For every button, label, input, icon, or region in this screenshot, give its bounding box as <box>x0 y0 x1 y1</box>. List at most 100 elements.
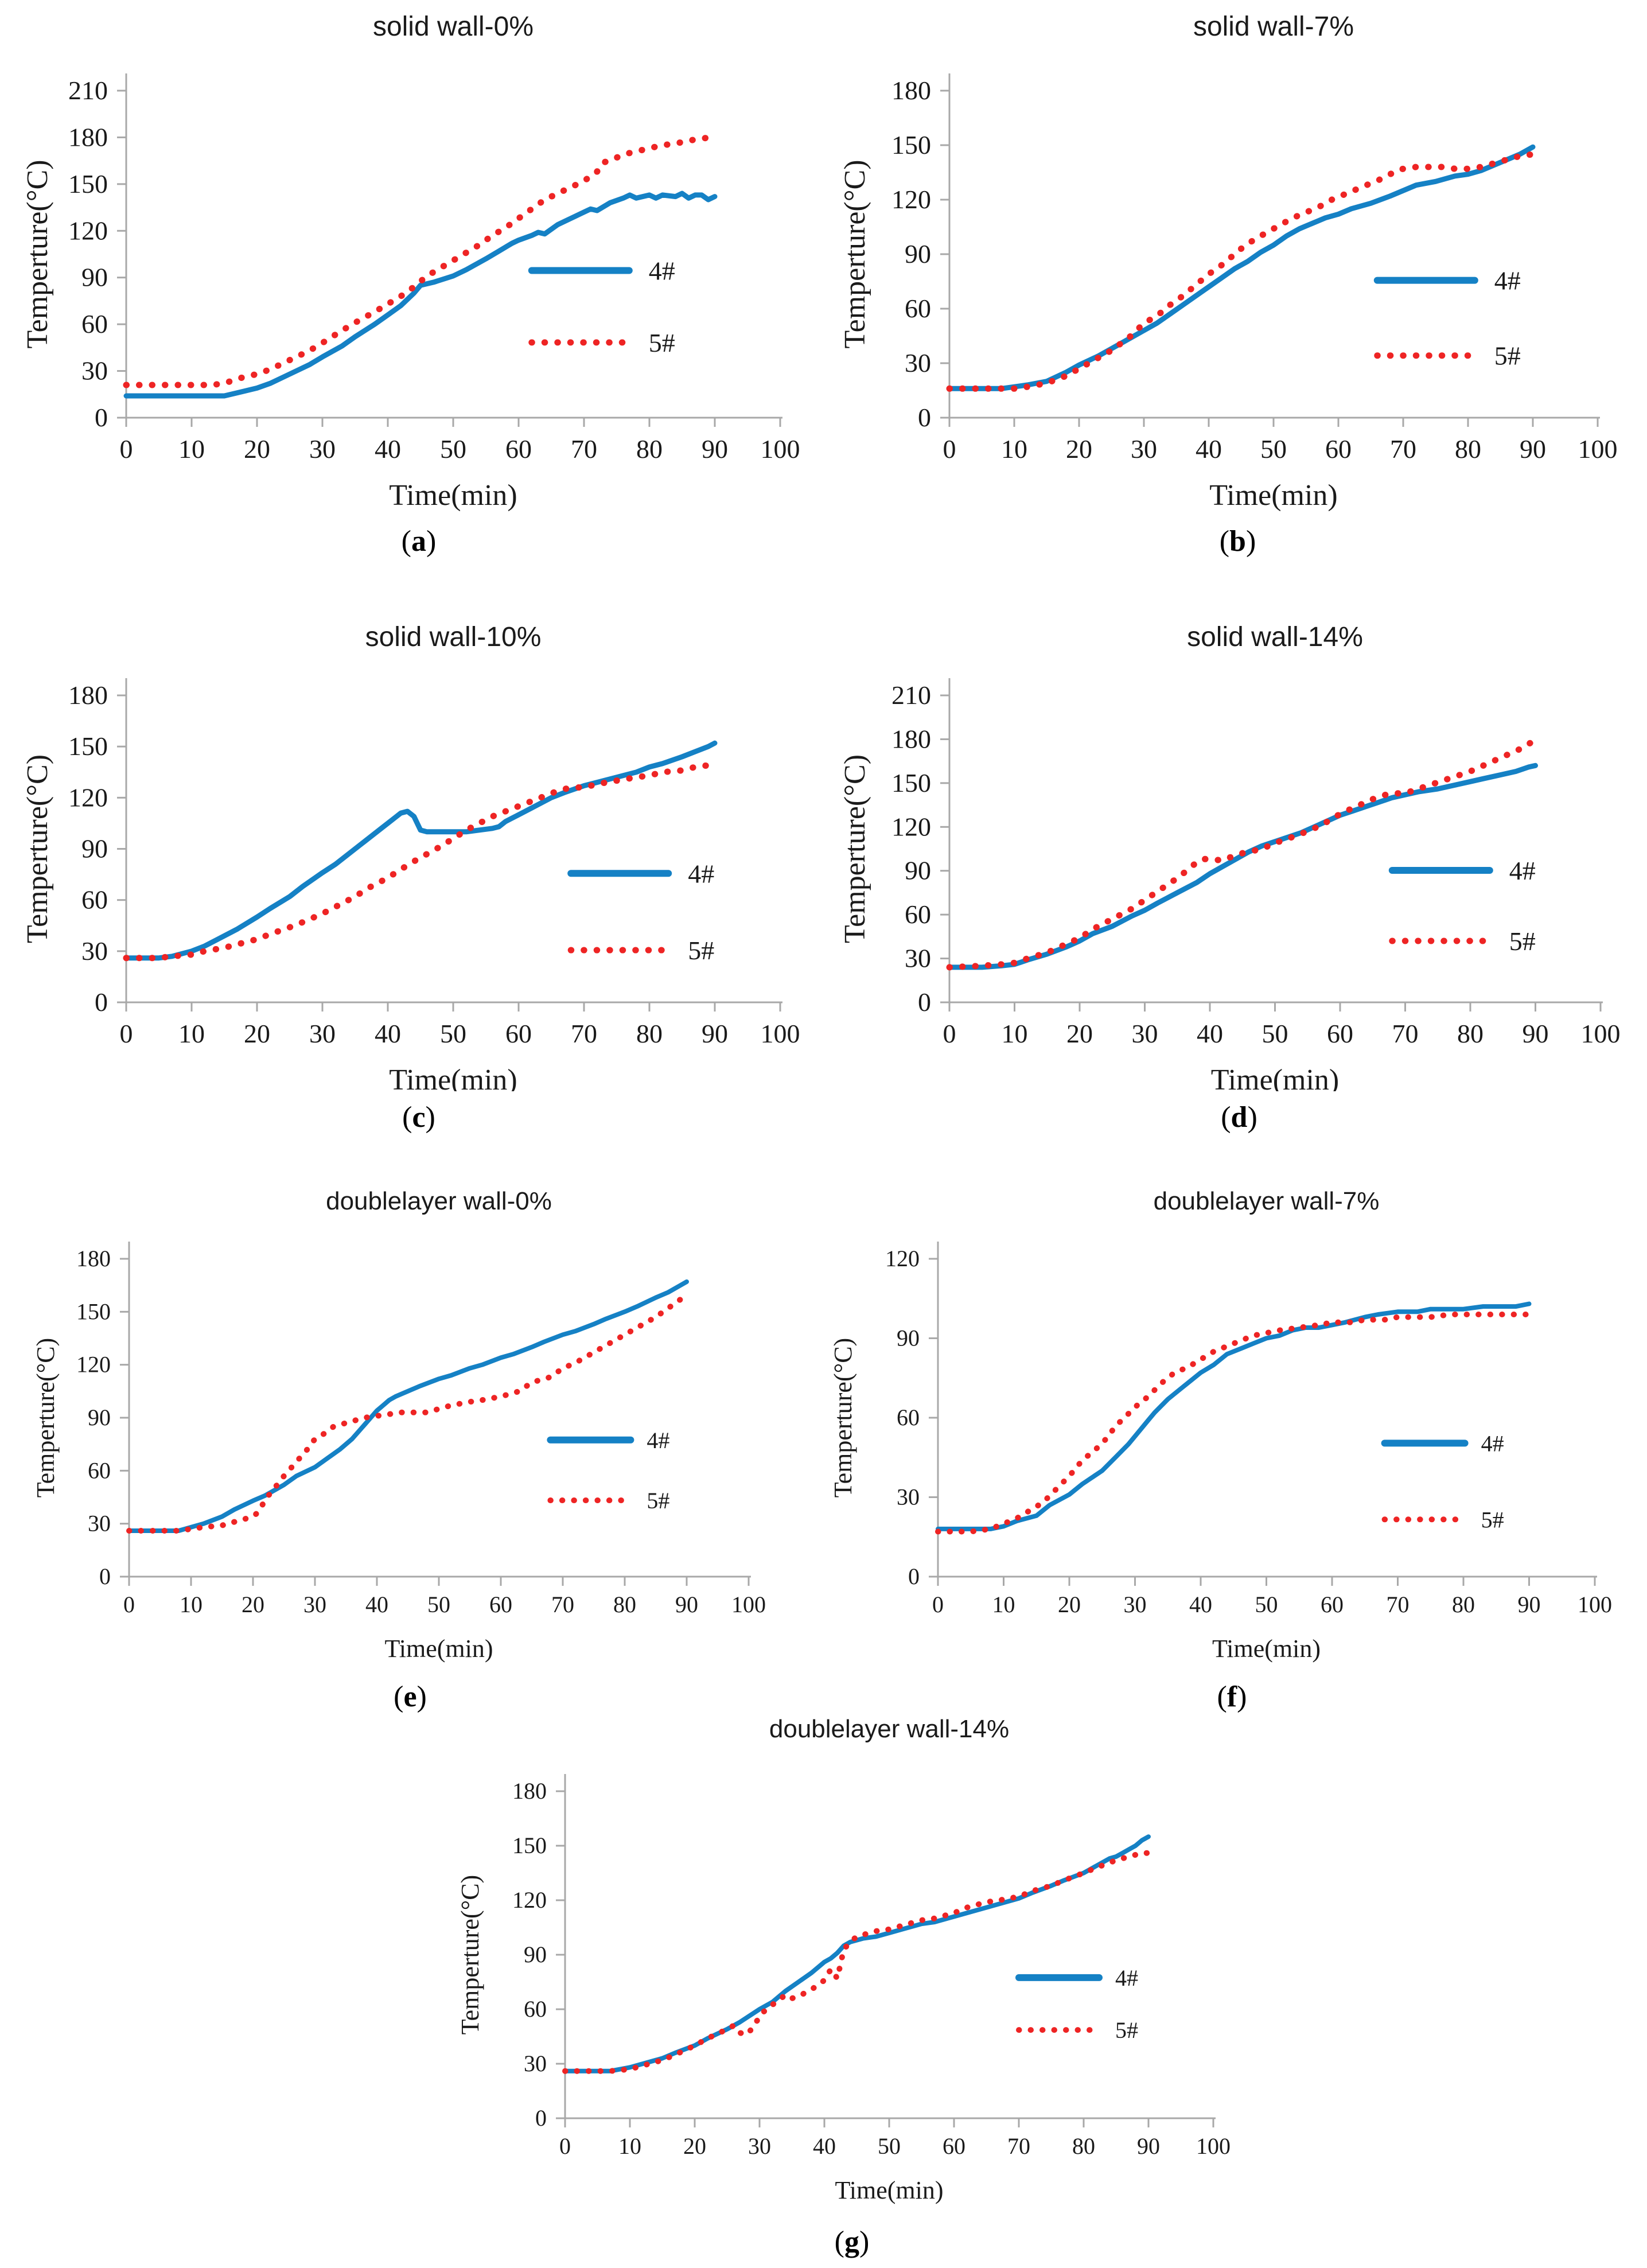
x-tick-label: 0 <box>120 1019 133 1048</box>
axes <box>125 73 782 419</box>
x-tick-label: 80 <box>636 434 663 464</box>
series-4-line <box>123 190 718 399</box>
x-tick-label: 60 <box>1321 1592 1344 1617</box>
y-tick-label: 60 <box>88 1457 111 1483</box>
legend-5-label: 5# <box>1115 2017 1138 2043</box>
y-tick-label: 30 <box>897 1484 920 1510</box>
legend-5-label: 5# <box>649 328 675 357</box>
x-axis-label: Time(min) <box>389 1064 517 1091</box>
chart-solid-wall-14pct: 0 30 60 90 120 150 180 210 0 10 20 30 40 50 60 70 80 90 10… <box>835 615 1644 1134</box>
x-axis-label: Time(min) <box>384 1635 493 1663</box>
caption-letter: a <box>411 525 426 558</box>
chart-g-canvas: 0 30 60 90 120 150 180 0 10 20 30 40 50 60 70 80 90 100 do… <box>456 1715 1231 2204</box>
caption-paren-open: ( <box>1217 1680 1227 1713</box>
caption-paren-open: ( <box>394 1680 404 1713</box>
legend-4-label: 4# <box>649 256 675 286</box>
chart-title: solid wall-0% <box>373 11 534 42</box>
x-tick-label: 40 <box>813 2133 836 2159</box>
x-tick-label: 50 <box>878 2133 901 2159</box>
x-tick-label: 100 <box>1581 1019 1621 1048</box>
x-tick-label: 20 <box>683 2133 706 2159</box>
subfigure-caption-a: (a) <box>17 524 820 558</box>
chart-e-canvas: 0 30 60 90 120 150 180 0 10 20 30 40 50 60 70 80 90 100 do… <box>32 1187 766 1663</box>
x-tick-label: 20 <box>1066 434 1092 464</box>
x-tick-label: 20 <box>244 1019 270 1048</box>
caption-letter: c <box>412 1101 426 1134</box>
x-tick-label: 0 <box>123 1592 135 1617</box>
x-tick-label: 10 <box>178 434 205 464</box>
x-tick-label: 50 <box>440 1019 466 1048</box>
caption-letter: g <box>844 2226 859 2258</box>
x-axis-label: Time(min) <box>1209 479 1337 512</box>
subfigure-caption-b: (b) <box>835 524 1641 558</box>
y-tick-label: 60 <box>897 1405 920 1430</box>
x-tick-label: 40 <box>375 434 401 464</box>
x-tick-label: 70 <box>1392 1019 1419 1048</box>
y-tick-label: 120 <box>891 812 931 841</box>
caption-paren-close: ) <box>1237 1680 1247 1713</box>
y-tick-label: 90 <box>524 1942 547 1967</box>
x-tick-label: 30 <box>303 1592 326 1617</box>
x-tick-label: 70 <box>571 1019 597 1048</box>
x-tick-label: 50 <box>1255 1592 1278 1617</box>
x-tick-label: 70 <box>1387 1592 1410 1617</box>
chart-solid-wall-10pct: 0 30 60 90 120 150 180 0 10 20 30 40 50 60 70 80 90 100 so… <box>17 615 820 1134</box>
x-tick-label: 10 <box>178 1019 205 1048</box>
x-tick-label: 90 <box>1520 434 1546 464</box>
subfigure-caption-d: (d) <box>835 1100 1644 1134</box>
series-4-line <box>127 1279 689 1533</box>
x-tick-label: 50 <box>1260 434 1287 464</box>
series-5-line <box>935 1312 1532 1535</box>
legend-5-label: 5# <box>1494 341 1521 371</box>
legend-4-label: 4# <box>1481 1430 1504 1456</box>
x-tick-label: 80 <box>1452 1592 1475 1617</box>
x-tick-label: 80 <box>1455 434 1481 464</box>
y-tick-label: 60 <box>81 309 108 339</box>
legend-4-label: 4# <box>1509 856 1536 885</box>
series-4-line <box>947 763 1538 970</box>
y-tick-label: 150 <box>76 1298 111 1324</box>
caption-paren-close: ) <box>1245 525 1256 558</box>
y-tick-label: 180 <box>76 1246 111 1271</box>
axes <box>125 678 782 1003</box>
x-axis-label: Time(min) <box>1212 1635 1321 1663</box>
x-tick-label: 70 <box>1007 2133 1030 2159</box>
legend-5-label: 5# <box>688 936 714 965</box>
caption-letter: b <box>1229 525 1246 558</box>
x-tick-label: 100 <box>761 434 800 464</box>
subfigure-caption-g: (g) <box>453 2225 1251 2259</box>
chart-title: doublelayer wall-0% <box>326 1187 552 1215</box>
series-5-line <box>123 760 718 962</box>
x-tick-label: 30 <box>1131 434 1157 464</box>
legend-5-label: 5# <box>647 1488 669 1514</box>
y-tick-label: 0 <box>535 2105 547 2131</box>
y-tick-label: 120 <box>68 216 108 245</box>
x-tick-label: 70 <box>571 434 597 464</box>
y-tick-label: 60 <box>905 900 931 929</box>
chart-solid-wall-0pct: 0 30 60 90 120 150 180 210 0 10 20 30 40 50 60 70 80 90 10… <box>17 5 820 558</box>
x-tick-label: 60 <box>489 1592 512 1617</box>
caption-paren-close: ) <box>1247 1101 1257 1134</box>
chart-title: solid wall-14% <box>1187 622 1363 652</box>
x-tick-label: 90 <box>702 1019 728 1048</box>
caption-paren-open: ( <box>1221 1101 1231 1134</box>
x-tick-label: 100 <box>731 1592 766 1617</box>
caption-letter: e <box>403 1680 417 1713</box>
x-tick-label: 30 <box>309 434 336 464</box>
y-axis-label: Temperture(°C) <box>32 1338 60 1497</box>
chart-doublelayer-wall-7pct: 0 30 60 90 120 0 10 20 30 40 50 60 70 80 90 100 doublela… <box>826 1183 1638 1714</box>
chart-title: doublelayer wall-14% <box>769 1715 1009 1743</box>
y-tick-label: 120 <box>76 1352 111 1378</box>
y-tick-label: 180 <box>68 122 108 151</box>
chart-doublelayer-wall-14pct: 0 30 60 90 120 150 180 0 10 20 30 40 50 60 70 80 90 100 do… <box>453 1711 1251 2259</box>
y-tick-label: 0 <box>95 987 108 1017</box>
y-tick-label: 150 <box>891 768 931 798</box>
chart-title: solid wall-7% <box>1193 11 1354 42</box>
x-tick-label: 40 <box>1197 1019 1223 1048</box>
y-tick-label: 90 <box>88 1405 111 1430</box>
x-tick-label: 10 <box>1002 1019 1028 1048</box>
caption-paren-open: ( <box>402 1101 412 1134</box>
x-tick-label: 10 <box>618 2133 641 2159</box>
y-tick-label: 180 <box>891 76 931 105</box>
y-tick-label: 150 <box>512 1833 547 1858</box>
